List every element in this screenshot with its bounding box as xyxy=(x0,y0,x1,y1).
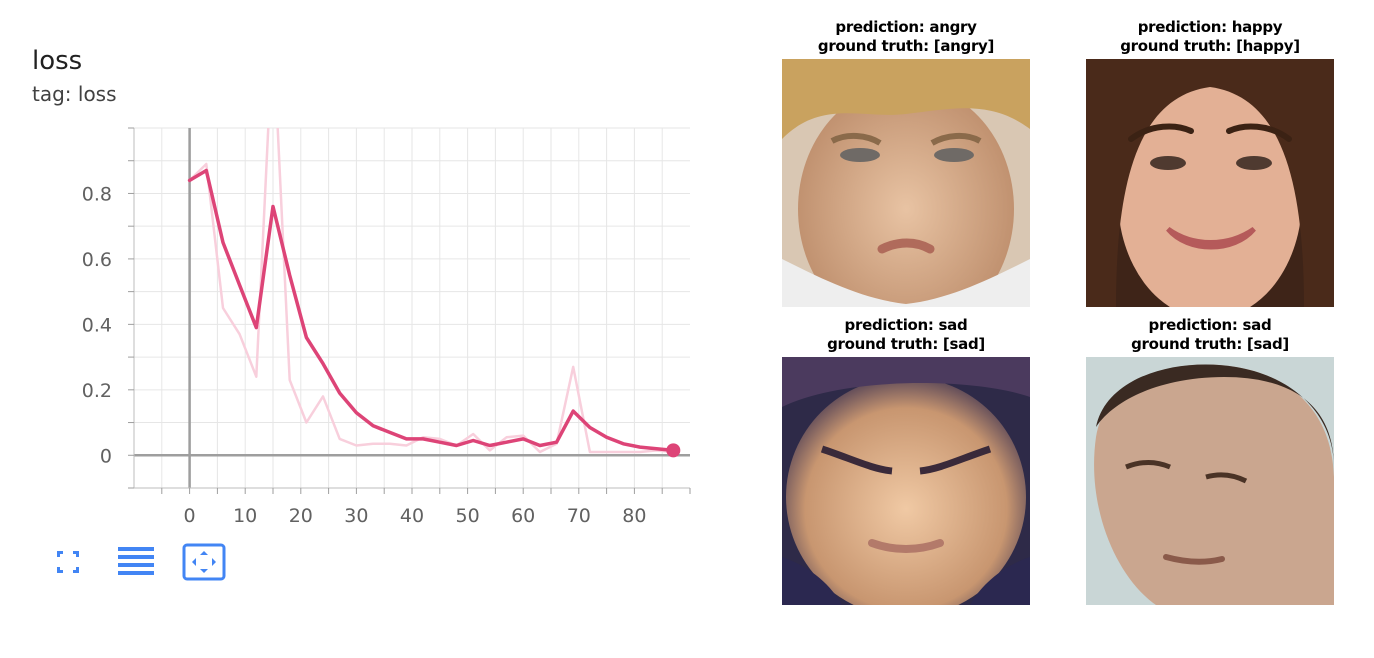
y-tick-label: 0.8 xyxy=(82,183,112,205)
fit-domain-button[interactable] xyxy=(182,543,226,581)
prediction-panel: prediction: sad ground truth: [sad] xyxy=(1086,316,1334,605)
prediction-label: prediction: happy xyxy=(1137,18,1283,36)
x-tick-label: 20 xyxy=(289,505,313,527)
x-tick-label: 80 xyxy=(622,505,646,527)
prediction-panel: prediction: happy ground truth: [happy] xyxy=(1086,18,1334,307)
chart-series xyxy=(187,128,676,454)
y-tick-label: 0.4 xyxy=(82,314,112,336)
loss-chart: 0 10 20 30 40 50 60 70 80 0 0.2 0.4 0.6 0.8 xyxy=(82,127,691,527)
x-tick-label: 60 xyxy=(511,505,535,527)
card-title: loss xyxy=(32,46,83,76)
x-tick-label: 0 xyxy=(184,505,196,527)
x-tick-label: 30 xyxy=(344,505,368,527)
ground-truth-label: ground truth: [happy] xyxy=(1120,37,1300,55)
x-tick-label: 70 xyxy=(567,505,591,527)
ground-truth-label: ground truth: [sad] xyxy=(1131,335,1289,353)
toggle-log-scale-icon xyxy=(118,547,154,575)
card-tag: tag: loss xyxy=(32,82,117,106)
prediction-label: prediction: sad xyxy=(1148,316,1272,334)
x-tick-label: 10 xyxy=(233,505,257,527)
fullscreen-button[interactable] xyxy=(46,543,90,581)
prediction-panel: prediction: sad ground truth: [sad] xyxy=(782,316,1030,605)
y-tick-label: 0.2 xyxy=(82,380,112,402)
smoothed-loss-line xyxy=(187,168,676,453)
y-tick-label: 0.6 xyxy=(82,249,112,271)
x-tick-label: 50 xyxy=(456,505,480,527)
fit-domain-icon xyxy=(182,543,226,581)
face-image-sad-man xyxy=(1086,357,1334,605)
fullscreen-icon xyxy=(57,551,79,573)
face-image-smiling-woman xyxy=(1086,59,1334,307)
ground-truth-label: ground truth: [sad] xyxy=(827,335,985,353)
x-tick-label: 40 xyxy=(400,505,424,527)
prediction-label: prediction: angry xyxy=(835,18,977,36)
face-image-angry-boy xyxy=(782,59,1030,307)
chart-ticks: 0 10 20 30 40 50 60 70 80 0 0.2 0.4 0.6 0.8 xyxy=(82,127,691,527)
chart-marker xyxy=(666,443,681,458)
chart-toolbar xyxy=(46,543,226,581)
prediction-label: prediction: sad xyxy=(844,316,968,334)
raw-loss-line xyxy=(188,128,675,454)
y-tick-label: 0 xyxy=(100,445,112,467)
last-point-marker xyxy=(666,443,681,458)
ground-truth-label: ground truth: [angry] xyxy=(817,37,995,55)
chart-grid xyxy=(134,127,690,489)
toggle-log-scale-button[interactable] xyxy=(114,543,158,581)
face-image-sad-man-hands xyxy=(782,357,1030,605)
prediction-panel: prediction: angry ground truth: [angry] xyxy=(782,18,1030,307)
